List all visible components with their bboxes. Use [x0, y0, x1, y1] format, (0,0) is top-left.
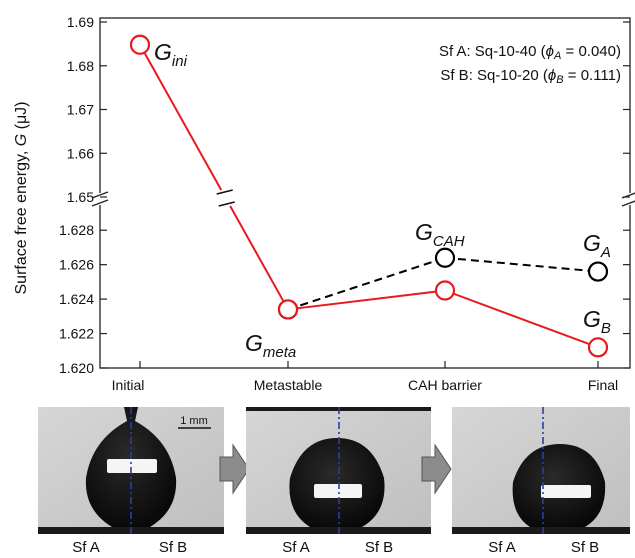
photo-panel-final	[452, 407, 630, 534]
annotation-g-cah: GCAH	[415, 219, 465, 250]
data-point-marker	[129, 34, 151, 55]
annotation-g-a: GA	[583, 230, 611, 261]
series-line-segment	[444, 289, 599, 349]
y-tick-label: 1.66	[67, 145, 94, 161]
caption-sf-a: Sf A	[488, 539, 516, 556]
legend-entry-sf-b: Sf B: Sq-10-20 (ϕB = 0.111)	[440, 67, 621, 86]
left-axis-break-mark	[91, 191, 109, 207]
x-tick-label: Metastable	[254, 377, 323, 393]
series-sf-b	[129, 34, 609, 358]
arrow-right-icon	[219, 443, 250, 495]
series-line-segment	[229, 205, 289, 310]
x-tick-label: Initial	[112, 377, 145, 393]
y-axis-label: Surface free energy, G (μJ)	[13, 101, 30, 294]
legend: Sf A: Sq-10-40 (ϕA = 0.040) Sf B: Sq-10-…	[439, 43, 621, 86]
series-line-segment	[287, 256, 446, 311]
photo-panel-metastable	[246, 407, 431, 534]
annotation-g-ini: Gini	[154, 39, 188, 70]
data-point-marker	[587, 337, 609, 358]
annotation-g-b: GB	[583, 306, 611, 337]
data-point-marker	[587, 261, 609, 282]
series-line-segment	[139, 44, 223, 191]
photo-panel-initial: 1 mm	[38, 407, 224, 534]
x-tick-label: Final	[588, 377, 618, 393]
x-tick-label: CAH barrier	[408, 377, 482, 393]
y-tick-label: 1.68	[67, 58, 94, 74]
x-ticks: Initial Metastable CAH barrier Final	[112, 361, 618, 393]
y-ticks: 1.69 1.68 1.67 1.66 1.65 1.628 1.626 1.624 1.622…	[59, 14, 630, 376]
y-tick-label: 1.628	[59, 222, 94, 238]
series-line-segment	[444, 256, 599, 273]
caption-sf-b: Sf B	[365, 539, 393, 556]
droplet-reflection	[314, 484, 362, 498]
series-line-segment	[287, 289, 446, 311]
droplet-metastable	[289, 438, 385, 527]
annotation-g-meta: Gmeta	[245, 330, 296, 361]
legend-entry-sf-a: Sf A: Sq-10-40 (ϕA = 0.040)	[439, 43, 621, 62]
data-point-marker	[434, 247, 456, 268]
y-tick-label: 1.622	[59, 326, 94, 342]
series-layer	[129, 34, 609, 358]
y-tick-label: 1.69	[67, 14, 94, 30]
y-tick-label: 1.67	[67, 102, 94, 118]
arrow-right-icon	[421, 443, 452, 495]
droplet-reflection	[107, 459, 157, 473]
caption-sf-a: Sf A	[282, 539, 310, 556]
caption-sf-a: Sf A	[72, 539, 100, 556]
y-tick-label: 1.620	[59, 360, 94, 376]
data-point-marker	[434, 280, 456, 301]
y-tick-label: 1.624	[59, 291, 94, 307]
droplet-reflection	[541, 485, 591, 498]
data-point-marker	[277, 299, 299, 320]
scale-label: 1 mm	[180, 415, 208, 427]
y-tick-label: 1.626	[59, 257, 94, 273]
caption-sf-b: Sf B	[159, 539, 187, 556]
line-break-mark	[216, 189, 235, 207]
y-tick-label: 1.65	[67, 189, 94, 205]
caption-sf-b: Sf B	[571, 539, 599, 556]
